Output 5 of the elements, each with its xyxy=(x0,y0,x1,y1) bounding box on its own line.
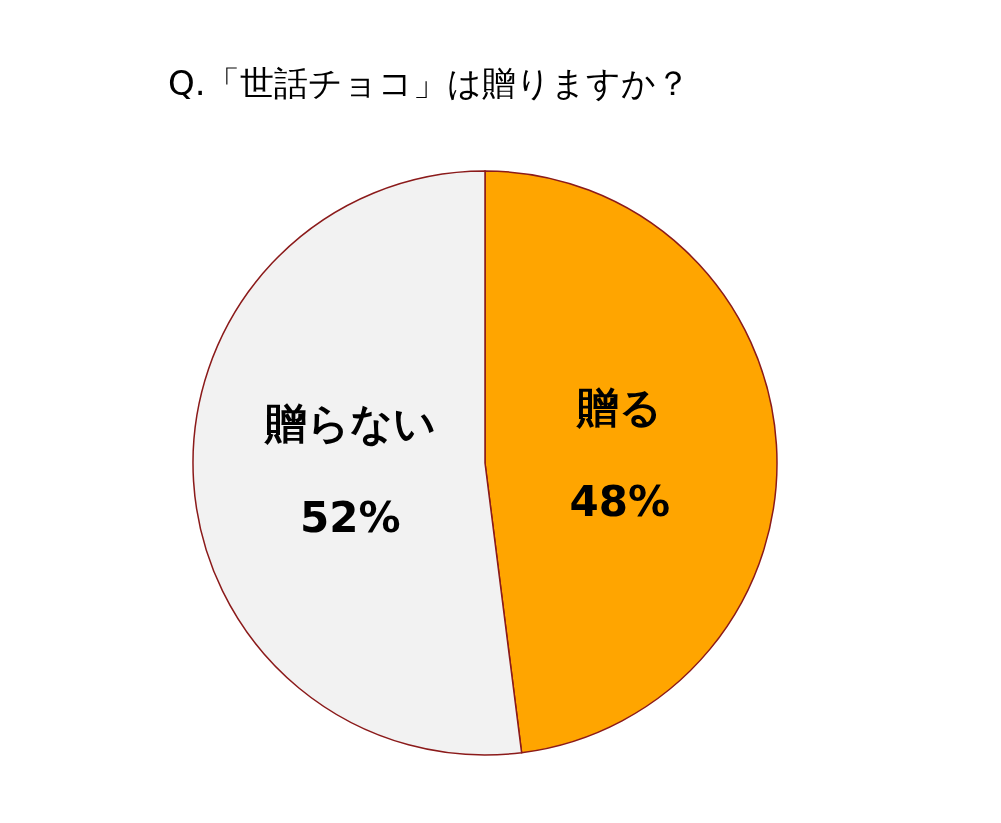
slice-label: 贈る xyxy=(576,382,663,432)
chart-title: Q.「世話チョコ」は贈りますか？ xyxy=(168,63,690,103)
data-label: 52% xyxy=(300,493,401,543)
slice-label: 贈らない xyxy=(263,399,436,449)
data-label: 48% xyxy=(569,476,670,526)
